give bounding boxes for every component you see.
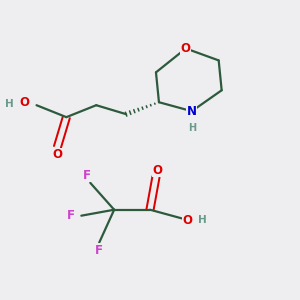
Text: O: O	[52, 148, 62, 161]
Text: O: O	[19, 96, 29, 109]
Text: H: H	[198, 215, 207, 225]
Text: O: O	[181, 42, 191, 55]
Text: O: O	[152, 164, 163, 177]
Text: H: H	[5, 99, 14, 109]
Text: F: F	[95, 244, 103, 256]
Text: F: F	[83, 169, 91, 182]
Text: H: H	[188, 123, 196, 133]
Text: O: O	[182, 214, 192, 227]
Text: F: F	[67, 209, 75, 222]
Text: N: N	[187, 105, 197, 118]
